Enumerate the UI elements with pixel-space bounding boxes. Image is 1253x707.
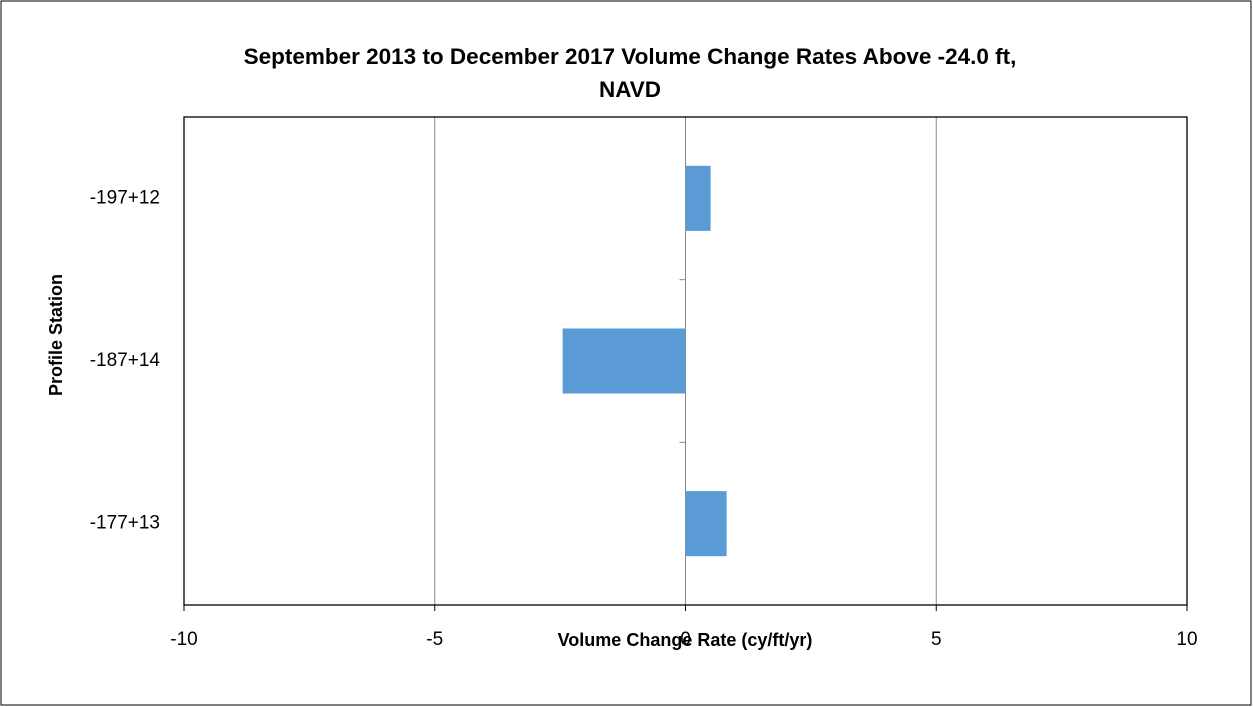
x-tick-label: -5 [426,629,443,650]
chart-title: September 2013 to December 2017 Volume C… [243,44,1017,102]
bar [685,491,727,557]
y-axis-label: Profile Station [46,274,66,396]
x-axis-label: Volume Change Rate (cy/ft/yr) [558,630,813,650]
x-tick-label: 5 [931,629,942,650]
plot-border [183,116,1188,606]
x-tick-label: -10 [170,629,197,650]
x-tick-label: 10 [1176,629,1197,650]
y-tick-label: -197+12 [90,187,160,208]
bar [685,165,711,231]
y-tick-label: -187+14 [90,350,161,371]
bar [562,328,686,394]
x-tick-label: 0 [680,629,691,650]
y-tick-label: -177+13 [90,513,160,534]
